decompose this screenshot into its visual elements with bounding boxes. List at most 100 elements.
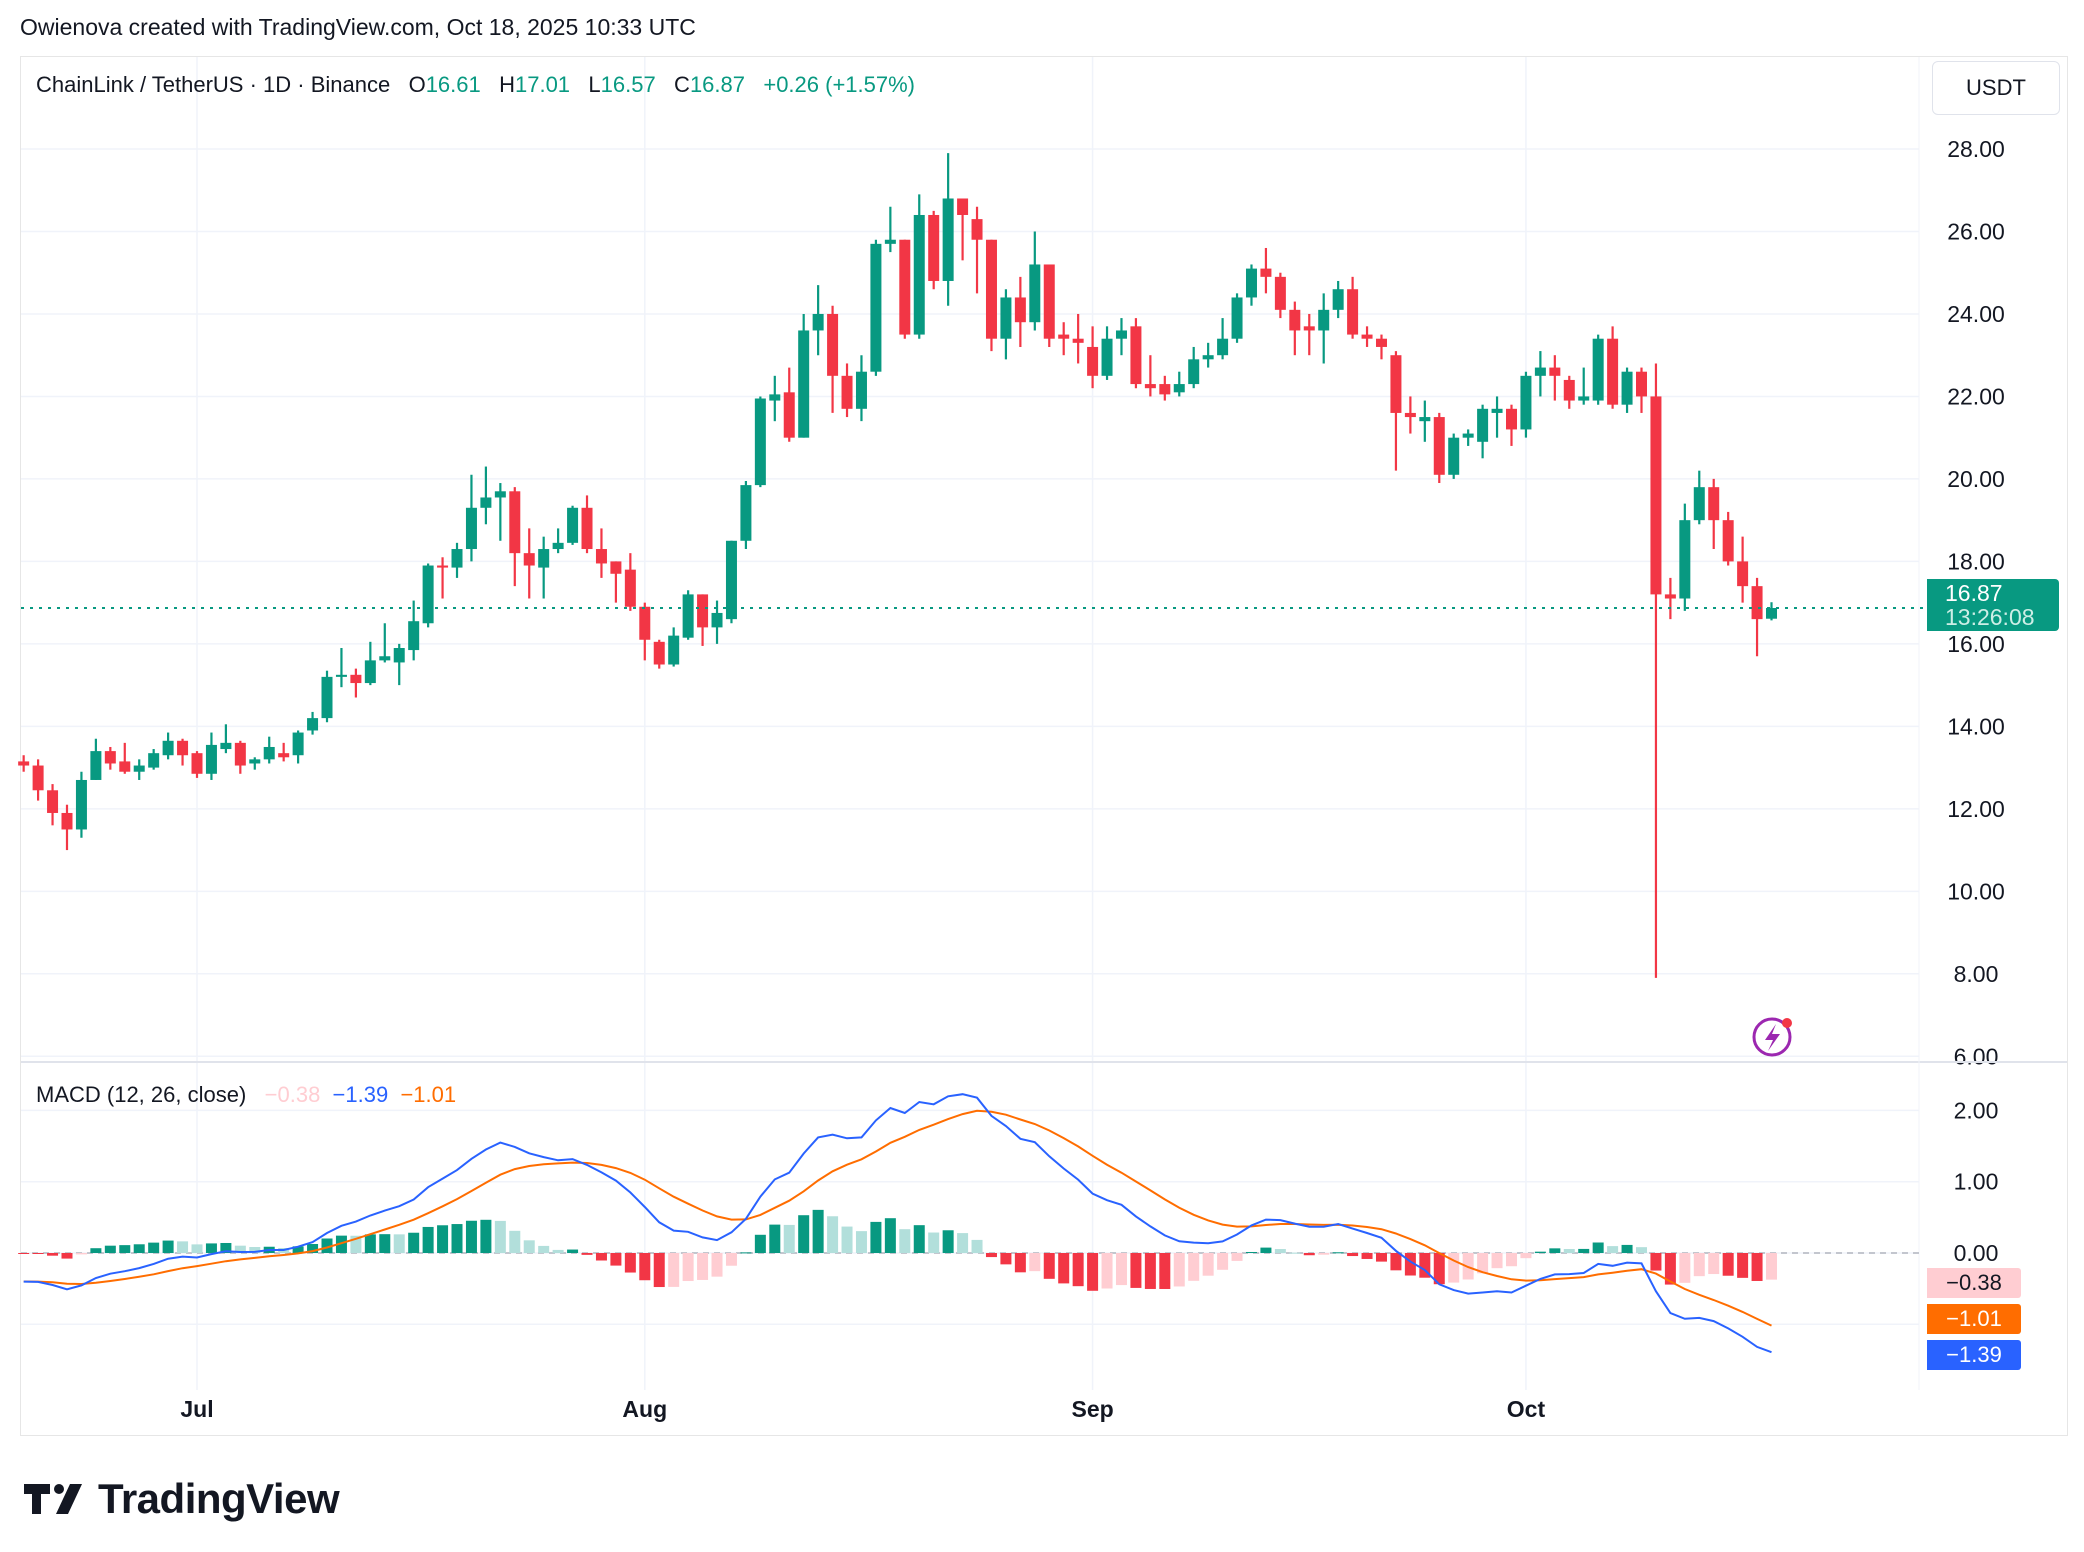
candle [1043,264,1055,347]
candle [1289,301,1301,356]
candle [1751,577,1763,657]
candle-body [1231,297,1243,339]
macd-histogram-bar [841,1226,853,1253]
candle [1072,313,1084,364]
macd-histogram-bar [740,1252,752,1254]
candle-body [1043,264,1055,339]
candle [307,711,319,735]
candle-body [1159,384,1171,395]
candle-body [855,371,867,409]
candle [292,730,304,764]
candle [1650,363,1662,978]
candle-body [783,392,795,438]
macd-histogram-bar [1332,1252,1344,1254]
candle-body [335,674,347,677]
time-axis-label: Sep [1071,1396,1113,1422]
candle-body [278,753,290,758]
macd-histogram-bar [1534,1251,1546,1253]
candle [1101,326,1113,380]
currency-button[interactable]: USDT [1932,61,2060,115]
macd-histogram-bar [957,1233,969,1253]
candle-body [1636,371,1647,397]
macd-histogram-bar [523,1240,535,1253]
candle [393,643,405,686]
candle-body [668,635,680,665]
candle-body [133,765,145,772]
macd-histogram-bar [1087,1253,1099,1291]
candle-body [841,375,853,409]
candle-body [47,790,59,813]
candle [278,742,290,762]
macd-histogram-bar [32,1253,44,1254]
macd-axis-label: 1.00 [1954,1169,1999,1195]
candle [1188,346,1200,389]
candle [538,536,550,599]
macd-line [23,1093,1772,1354]
candle [1159,375,1171,401]
macd-histogram-bar [1260,1247,1272,1253]
bar-countdown: 13:26:08 [1945,604,2035,630]
candle-body [350,674,362,684]
lightning-alert-icon[interactable] [1752,1017,1792,1057]
candle [1722,511,1734,566]
macd-histogram-bar [624,1253,636,1273]
symbol-title[interactable]: ChainLink / TetherUS · 1D · Binance [36,72,391,97]
candle [1245,264,1257,306]
candle-body [913,214,925,335]
macd-histogram-bar [639,1253,651,1281]
macd-title[interactable]: MACD (12, 26, close) [36,1082,247,1107]
candle-body [1144,384,1156,389]
candle [1664,577,1676,620]
candle-body [177,740,189,756]
candle-body [1477,408,1489,442]
macd-histogram-bar [1274,1249,1286,1253]
candle-body [942,198,954,281]
macd-histogram-bar [1679,1253,1691,1283]
high-value: 17.01 [514,72,571,97]
candle-body [711,612,723,628]
candle-body [1130,326,1142,385]
candle [1592,334,1604,405]
candle [653,639,665,669]
price-axis-label: 10.00 [1947,878,2005,904]
candle [769,375,781,422]
candle-body [985,239,997,339]
macd-hist-value: −0.38 [264,1082,321,1107]
macd-histogram-bar [191,1244,203,1253]
candle [1679,503,1691,611]
candle [1303,313,1315,356]
candle-body [307,718,319,731]
candle [104,746,116,770]
candle-body [1072,338,1084,343]
candle-body [769,394,781,401]
candle [177,738,189,766]
candle [1621,367,1633,413]
tradingview-logo[interactable]: TradingView [24,1475,340,1523]
low-label: L [588,72,601,97]
candle [942,153,954,306]
macd-histogram-bar [465,1220,477,1253]
candle [567,505,579,545]
time-axis-label: Aug [622,1396,667,1422]
candle [827,305,839,413]
candle [1332,280,1344,319]
candle [668,627,680,667]
candle-body [697,594,709,628]
macd-histogram-bar [1173,1253,1185,1287]
candle-body [682,594,694,638]
candle [437,557,449,599]
candle-body [754,398,766,486]
macd-histogram-bar [494,1220,506,1253]
macd-histogram-bar [1029,1253,1041,1272]
candle [523,528,535,599]
macd-histogram-bar [1361,1253,1373,1259]
candle-body [1115,330,1127,339]
candle-body [928,214,940,281]
candle-body [32,765,44,791]
candle [552,528,564,554]
price-axis-label: 6.00 [1954,1043,1999,1069]
candle [1766,602,1778,621]
candle [1404,396,1416,434]
macd-histogram-bar [985,1253,997,1258]
